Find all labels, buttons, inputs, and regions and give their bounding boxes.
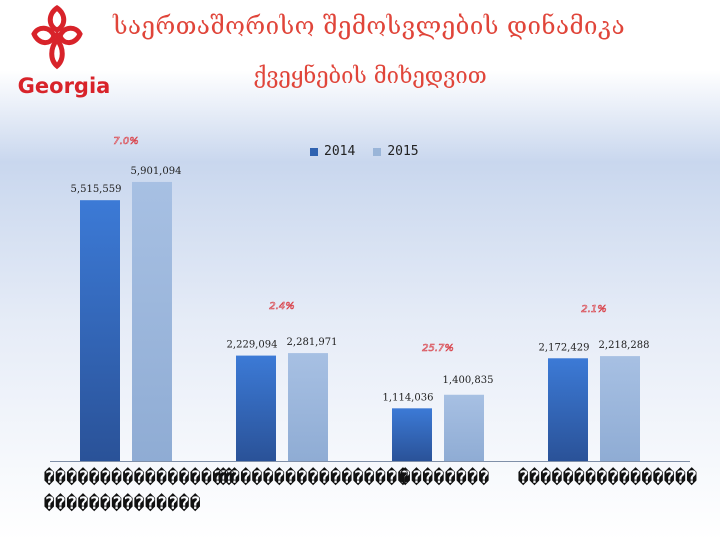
category-label-1-line2: ��������������: [44, 494, 202, 514]
growth-label-3: 25.7%: [422, 343, 454, 354]
chart-subtitle: ქვეყნების მიხედვით: [253, 64, 487, 89]
value-label-2014-1: 5,515,559: [71, 184, 122, 195]
chart-title: საერთაშორისო შემოსვლების დინამიკა: [112, 12, 626, 40]
value-label-2014-2: 2,229,094: [227, 340, 278, 351]
category-label-4: ����������������: [518, 468, 698, 488]
growth-label-1: 7.0%: [113, 136, 138, 147]
logo-text: Georgia: [17, 74, 111, 98]
bar-2014-4: [548, 358, 588, 461]
flower-logo-icon: [31, 4, 83, 70]
chart-legend: 2014 2015: [310, 144, 419, 159]
growth-label-2: 2.4%: [269, 301, 294, 312]
bar-2015-2: [288, 353, 328, 461]
bar-2014-1: [80, 200, 120, 461]
value-label-2015-1: 5,901,094: [131, 166, 182, 177]
bar-2014-2: [236, 355, 276, 461]
bar-2015-1: [132, 181, 172, 461]
category-label-1: �����������������: [44, 468, 235, 488]
legend-label-2014: 2014: [324, 144, 356, 159]
growth-label-4: 2.1%: [581, 304, 606, 315]
legend-swatch-2015: [373, 147, 382, 156]
legend-swatch-2014: [310, 147, 318, 156]
bar-2015-3: [444, 394, 484, 461]
category-label-3: ��������: [400, 468, 490, 488]
georgia-logo: Georgia: [12, 4, 110, 104]
value-label-2015-3: 1,400,835: [443, 375, 494, 386]
value-label-2015-4: 2,218,288: [599, 340, 650, 351]
value-label-2014-3: 1,114,036: [383, 392, 434, 403]
value-label-2014-4: 2,172,429: [539, 342, 590, 353]
legend-label-2015: 2015: [387, 144, 419, 159]
bar-2015-4: [600, 356, 640, 461]
value-label-2015-2: 2,281,971: [287, 337, 338, 348]
legend-item-2014: 2014: [310, 144, 355, 159]
bar-2014-3: [392, 408, 432, 461]
legend-item-2015: 2015: [373, 144, 419, 159]
category-label-2: �����������������: [218, 468, 409, 488]
